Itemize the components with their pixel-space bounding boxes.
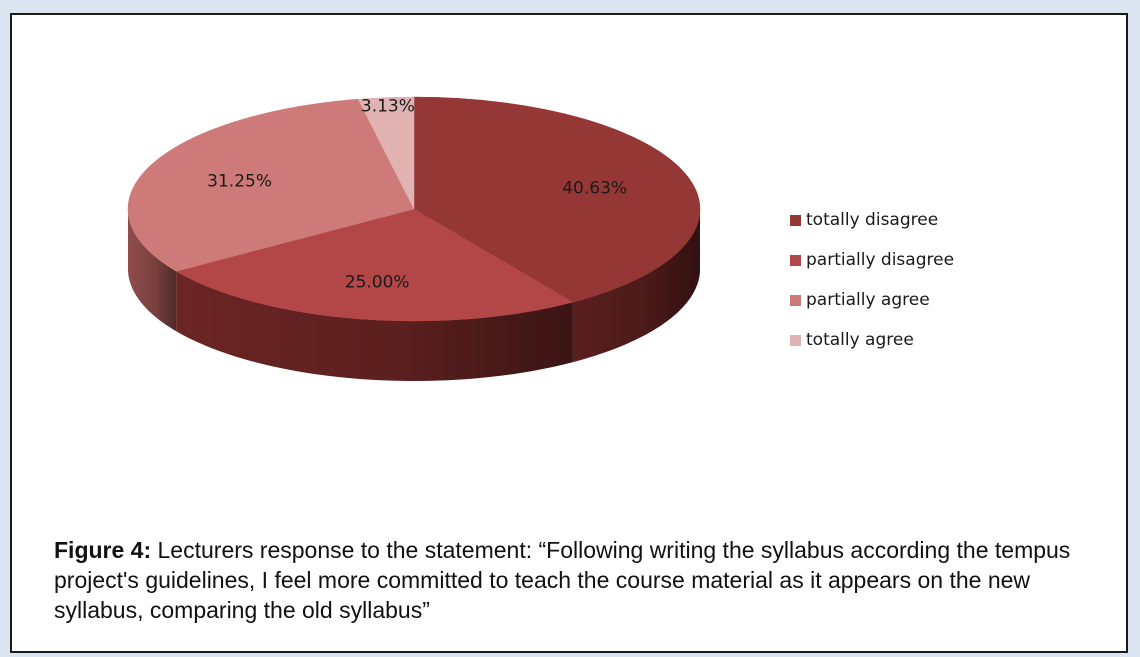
legend-label: partially disagree <box>806 250 955 270</box>
legend-label: totally disagree <box>806 210 939 230</box>
pie-data-label: 31.25% <box>207 172 272 192</box>
pie-chart: 40.63% 25.00% 31.25% 3.13% <box>127 96 701 381</box>
legend-swatch <box>790 254 801 266</box>
pie-slice <box>127 98 415 272</box>
figure-caption: Figure 4: Lecturers response to the stat… <box>54 535 1114 625</box>
legend-item: totally disagree <box>790 200 954 240</box>
pie-data-label: 3.13% <box>361 96 415 116</box>
pie-side-shade <box>176 271 573 381</box>
pie-data-label: 25.00% <box>345 272 410 292</box>
legend-item: partially agree <box>790 280 954 320</box>
figure-frame: 40.63% 25.00% 31.25% 3.13% totally disagree… <box>10 13 1128 653</box>
legend-swatch <box>790 334 801 346</box>
pie-data-label: 40.63% <box>562 179 627 199</box>
legend-item: totally agree <box>790 320 954 360</box>
pie-side-shade <box>128 209 177 332</box>
legend-label: partially agree <box>806 290 930 310</box>
chart-legend: totally disagree partially disagree part… <box>790 200 954 360</box>
legend-label: totally agree <box>806 330 914 350</box>
legend-swatch <box>790 294 801 306</box>
pie-slice <box>357 96 415 210</box>
pie-side-shade <box>572 209 700 363</box>
caption-prefix: Figure 4: <box>54 537 152 563</box>
pie-slice <box>175 208 574 322</box>
legend-item: partially disagree <box>790 240 954 280</box>
legend-swatch <box>790 214 801 226</box>
caption-text: Lecturers response to the statement: “Fo… <box>54 537 1071 623</box>
